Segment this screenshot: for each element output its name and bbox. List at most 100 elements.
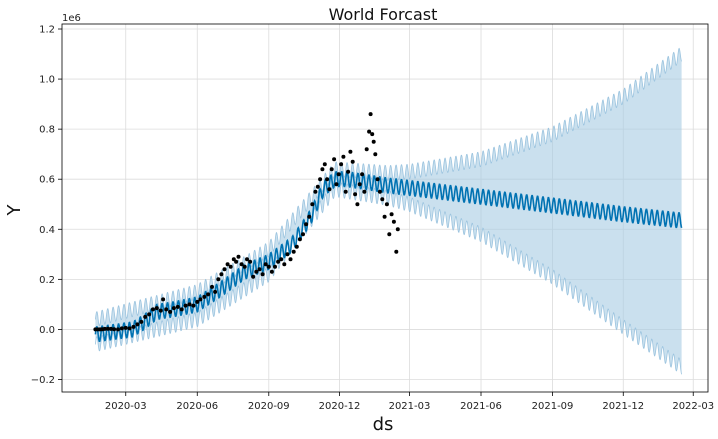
observed-point [380,197,385,202]
observed-point [297,237,302,242]
observed-point [294,244,299,249]
observed-point [373,152,378,157]
y-tick-label: 0.6 [39,175,55,186]
observed-point [210,284,214,289]
observed-point [147,312,152,317]
y-tick-label: 0.2 [39,275,55,286]
y-tick-label: 0.8 [39,125,55,136]
observed-point [291,249,296,254]
observed-point [318,177,323,182]
observed-point [285,252,290,257]
observed-point [228,264,233,269]
observed-point [234,259,239,264]
observed-point [301,232,305,237]
observed-point [191,303,196,308]
observed-point [395,227,400,232]
observed-point [102,326,107,331]
observed-point [242,264,247,269]
observed-point [282,262,287,267]
observed-point [389,212,394,217]
observed-points [93,112,400,332]
observed-point [127,326,132,331]
observed-point [304,222,309,227]
observed-point [322,162,327,167]
observed-point [394,249,399,254]
observed-point [158,308,163,313]
observed-point [198,297,203,302]
observed-point [368,112,373,117]
observed-point [119,326,124,331]
x-tick-label: 2021-03 [389,401,431,412]
observed-point [375,177,380,182]
observed-point [187,302,192,307]
observed-point [273,264,277,269]
x-tick-label: 2021-06 [460,401,502,412]
observed-point [236,254,241,259]
observed-point [175,304,180,309]
observed-point [384,202,389,207]
observed-point [339,162,344,167]
observed-point [248,259,253,264]
observed-point [112,327,117,332]
observed-point [382,214,387,219]
observed-point [360,172,365,177]
observed-point [320,167,325,172]
observed-point [260,272,265,277]
observed-point [313,189,318,194]
observed-point [353,192,358,197]
observed-point [370,132,375,137]
observed-point [336,172,341,177]
observed-point [251,274,256,279]
observed-point [327,187,332,192]
observed-point [123,325,128,330]
observed-point [216,277,221,282]
observed-point [131,324,136,329]
observed-point [257,267,262,272]
x-tick-label: 2020-03 [105,401,147,412]
observed-point [213,289,218,294]
observed-point [239,262,244,267]
x-axis: 2020-03 2020-06 2020-09 2020-12 2021-03 2021-… [105,392,714,412]
observed-point [341,154,346,159]
observed-point [367,129,372,134]
observed-point [362,189,367,194]
y-scale-note: 1e6 [62,13,81,24]
observed-point [332,157,337,162]
observed-point [343,189,348,194]
observed-point [154,306,159,311]
observed-point [348,149,353,154]
x-tick-label: 2021-09 [532,401,574,412]
y-tick-label: 1.2 [39,25,55,36]
observed-point [202,294,207,299]
observed-point [276,259,281,264]
observed-point [139,319,144,324]
observed-point [266,264,271,269]
observed-point [151,307,155,312]
observed-point [143,314,148,319]
observed-point [325,177,330,182]
observed-point [288,257,293,262]
observed-point [105,326,110,331]
observed-point [307,214,312,219]
observed-point [355,202,360,207]
observed-point [206,292,211,297]
observed-point [168,309,173,314]
x-tick-label: 2021-12 [602,401,644,412]
y-axis: −0.2 0.0 0.2 0.4 0.6 0.8 1.0 1.2 [31,25,62,386]
observed-point [195,299,200,304]
observed-point [279,257,284,262]
chart-title: World Forcast [329,5,438,24]
observed-point [245,257,249,262]
observed-point [334,182,339,187]
observed-point [135,322,140,327]
observed-point [164,307,169,312]
observed-point [222,267,227,272]
x-tick-label: 2020-06 [176,401,218,412]
observed-point [364,147,369,152]
observed-point [161,297,166,302]
observed-point [346,169,351,174]
observed-point [171,306,176,311]
observed-point [329,167,334,172]
observed-point [109,326,113,331]
